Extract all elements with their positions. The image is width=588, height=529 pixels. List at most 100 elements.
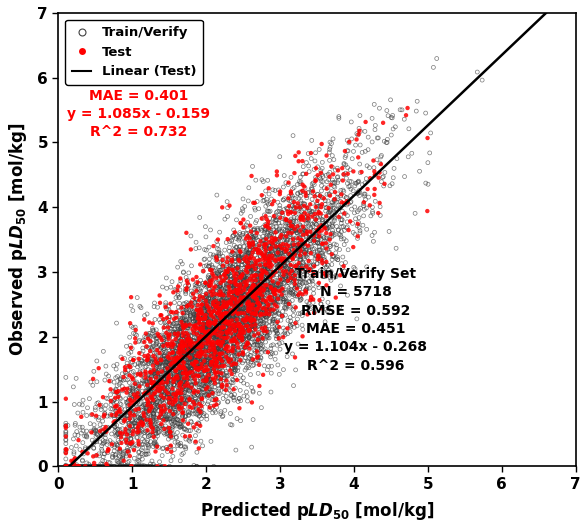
Train/Verify xyxy=(196,368,205,376)
Test xyxy=(210,320,219,329)
Train/Verify xyxy=(195,334,204,342)
Train/Verify xyxy=(143,432,153,441)
Train/Verify xyxy=(222,369,231,377)
Train/Verify xyxy=(215,316,225,324)
Train/Verify xyxy=(295,296,305,305)
Train/Verify xyxy=(216,279,225,287)
Test xyxy=(147,379,156,387)
Train/Verify xyxy=(244,301,253,309)
Train/Verify xyxy=(199,335,209,344)
Train/Verify xyxy=(234,236,243,244)
Train/Verify xyxy=(246,320,256,328)
Train/Verify xyxy=(162,393,172,401)
Train/Verify xyxy=(350,181,360,190)
Train/Verify xyxy=(165,360,174,368)
Train/Verify xyxy=(235,234,244,243)
Train/Verify xyxy=(206,370,216,378)
Train/Verify xyxy=(266,267,275,276)
Train/Verify xyxy=(302,215,312,224)
Train/Verify xyxy=(296,178,306,186)
Train/Verify xyxy=(155,370,165,378)
Train/Verify xyxy=(236,271,246,280)
Train/Verify xyxy=(263,252,272,261)
Train/Verify xyxy=(309,261,318,269)
Train/Verify xyxy=(226,313,235,321)
Train/Verify xyxy=(368,138,377,146)
Train/Verify xyxy=(288,268,297,277)
Train/Verify xyxy=(61,462,71,470)
Train/Verify xyxy=(242,257,252,265)
Train/Verify xyxy=(208,352,217,361)
Train/Verify xyxy=(217,284,226,293)
Train/Verify xyxy=(267,298,276,306)
Train/Verify xyxy=(243,258,253,267)
Train/Verify xyxy=(355,124,364,133)
Train/Verify xyxy=(215,361,224,370)
Train/Verify xyxy=(123,444,132,453)
Train/Verify xyxy=(238,294,248,302)
Train/Verify xyxy=(228,262,237,271)
Test xyxy=(252,295,262,303)
Train/Verify xyxy=(71,462,80,470)
Test xyxy=(349,243,358,251)
Train/Verify xyxy=(111,453,120,461)
Test xyxy=(232,315,242,324)
Test xyxy=(240,343,250,352)
Train/Verify xyxy=(313,190,322,198)
Train/Verify xyxy=(305,229,314,238)
Test xyxy=(189,398,198,406)
Test xyxy=(243,263,253,271)
Test xyxy=(212,302,222,310)
Train/Verify xyxy=(313,200,322,208)
Train/Verify xyxy=(229,277,238,286)
Test xyxy=(402,111,411,120)
Train/Verify xyxy=(198,297,208,306)
Train/Verify xyxy=(212,253,222,261)
Train/Verify xyxy=(173,402,183,410)
Train/Verify xyxy=(202,317,211,325)
Train/Verify xyxy=(145,418,155,426)
Train/Verify xyxy=(347,177,356,186)
Test xyxy=(230,272,239,280)
Test xyxy=(284,242,293,250)
Train/Verify xyxy=(169,349,179,358)
Test xyxy=(139,412,149,420)
Test xyxy=(190,322,199,330)
Train/Verify xyxy=(116,447,126,455)
Train/Verify xyxy=(310,219,320,227)
Test xyxy=(142,381,152,389)
Train/Verify xyxy=(239,392,249,400)
Train/Verify xyxy=(200,355,209,363)
Test xyxy=(61,424,71,432)
Train/Verify xyxy=(193,355,202,364)
Train/Verify xyxy=(319,220,328,228)
Train/Verify xyxy=(244,303,253,312)
Train/Verify xyxy=(290,289,300,298)
Train/Verify xyxy=(143,462,153,470)
Train/Verify xyxy=(248,297,258,305)
Train/Verify xyxy=(259,319,269,327)
Train/Verify xyxy=(236,294,246,302)
Train/Verify xyxy=(283,276,292,285)
Test xyxy=(196,309,205,317)
Train/Verify xyxy=(356,272,365,280)
Train/Verify xyxy=(321,305,330,314)
Test xyxy=(288,235,298,243)
Train/Verify xyxy=(146,422,156,430)
Test xyxy=(302,230,311,238)
Train/Verify xyxy=(248,323,258,331)
Train/Verify xyxy=(256,340,266,349)
Train/Verify xyxy=(164,425,173,434)
Train/Verify xyxy=(321,223,330,232)
Train/Verify xyxy=(343,291,352,299)
Train/Verify xyxy=(175,293,184,302)
Train/Verify xyxy=(200,358,209,366)
Train/Verify xyxy=(208,346,217,354)
Test xyxy=(290,262,299,270)
Train/Verify xyxy=(137,421,146,430)
Train/Verify xyxy=(222,276,232,285)
Train/Verify xyxy=(285,284,294,293)
Train/Verify xyxy=(161,360,171,369)
Train/Verify xyxy=(249,275,258,283)
Test xyxy=(298,290,308,298)
